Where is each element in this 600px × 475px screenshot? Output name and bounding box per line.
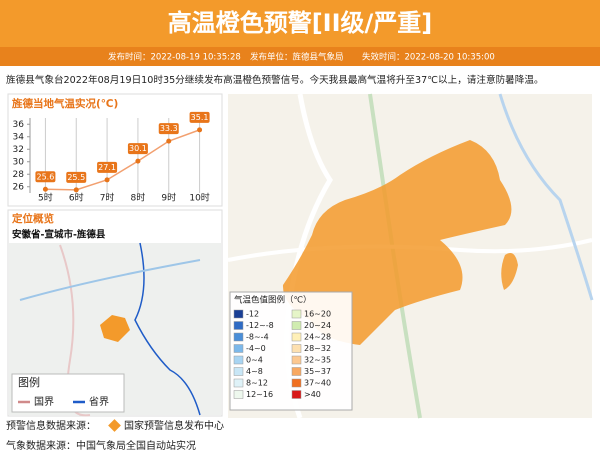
- x-tick-label: 8时: [131, 192, 146, 204]
- value-label-box: [97, 161, 118, 173]
- legend-label: 24~28: [304, 333, 331, 342]
- value-label-box: [158, 123, 179, 135]
- legend-label: -12: [246, 310, 259, 319]
- meta-band: [0, 47, 600, 66]
- legend-swatch: [291, 309, 302, 319]
- marker: [104, 177, 110, 183]
- temp-line: [45, 129, 200, 191]
- locator-place: 安徽省-宣城市-旌德县: [12, 229, 106, 241]
- y-tick-label: 26: [13, 182, 25, 192]
- marker: [166, 138, 172, 144]
- value-label: 27.1: [98, 163, 116, 172]
- legend-label: -4~0: [246, 344, 266, 353]
- title: 高温橙色预警[II级/严重]: [168, 9, 433, 37]
- legend-label: >40: [304, 390, 321, 399]
- legend-swatch: [291, 344, 302, 353]
- legend-label: 32~35: [304, 356, 331, 365]
- legend-swatch: [233, 332, 244, 342]
- legend-label: 12~16: [246, 390, 273, 399]
- y-tick-label: 36: [13, 120, 25, 130]
- value-label: 30.1: [129, 144, 147, 153]
- legend-label: 4~8: [246, 367, 263, 376]
- source-icon: [108, 419, 121, 432]
- value-label-box: [189, 111, 210, 123]
- legend-label: 20~24: [304, 321, 331, 330]
- value-label-box: [35, 171, 56, 183]
- x-tick-label: 6时: [69, 192, 84, 204]
- issue-time: 发布时间：2022-08-19 10:35:28: [108, 52, 241, 63]
- legend-swatch: [233, 367, 244, 376]
- legend-label: 16~20: [304, 310, 331, 319]
- legend-label: -8~-4: [246, 333, 269, 342]
- weather-source: 气象数据来源：中国气象局全国自动站实况: [6, 439, 196, 452]
- x-tick-label: 7时: [100, 192, 115, 204]
- value-label: 25.5: [67, 173, 85, 182]
- header-band: [0, 0, 600, 47]
- legend-label: 省界: [89, 395, 109, 408]
- value-label-box: [66, 171, 87, 183]
- legend-label: 37~40: [304, 379, 331, 388]
- legend-label: 8~12: [246, 379, 268, 388]
- x-tick-label: 9时: [161, 192, 176, 204]
- marker: [73, 187, 79, 193]
- legend-label: 35~37: [304, 367, 331, 376]
- locator-legend-title: 图例: [18, 375, 40, 389]
- x-tick-label: 5时: [38, 192, 53, 204]
- legend-swatch: [233, 309, 244, 319]
- legend-swatch: [291, 367, 302, 376]
- issuer: 发布单位：旌德县气象局: [250, 52, 344, 63]
- value-label: 35.1: [191, 113, 209, 122]
- chart-panel: [7, 93, 223, 207]
- y-tick-label: 34: [13, 132, 25, 142]
- message: 旌德县气象台2022年08月19日10时35分继续发布高温橙色预警信号。今天我县…: [6, 74, 544, 86]
- value-label: 33.3: [160, 124, 178, 133]
- legend-swatch: [291, 332, 302, 342]
- legend-label: 国界: [34, 396, 54, 408]
- legend-swatch: [291, 378, 302, 388]
- legend-label: 28~32: [304, 344, 331, 353]
- warning-source: 国家预警信息发布中心: [124, 419, 224, 432]
- chart-title: 旌德当地气温实况(℃): [11, 97, 118, 110]
- map-legend-box: [229, 291, 353, 411]
- legend-label: -12~-8: [246, 321, 274, 330]
- value-label-box: [127, 143, 148, 155]
- locator-title: 定位概览: [11, 212, 54, 225]
- legend-swatch: [291, 355, 302, 365]
- legend-swatch: [233, 378, 244, 388]
- expire-time: 失效时间：2022-08-20 10:35:00: [362, 52, 495, 63]
- legend-swatch: [233, 344, 244, 353]
- warning-source-label: 预警信息数据来源：: [6, 419, 96, 432]
- legend-label: 0~4: [246, 356, 263, 365]
- locator-legend-box: [11, 373, 125, 413]
- legend-swatch: [233, 390, 244, 399]
- marker: [42, 186, 48, 192]
- y-tick-label: 32: [13, 145, 24, 155]
- value-label: 25.6: [37, 172, 55, 181]
- y-tick-label: 30: [13, 157, 25, 167]
- map-legend-title: 气温色值图例（℃）: [234, 295, 312, 306]
- legend-swatch: [291, 321, 302, 330]
- y-tick-label: 28: [13, 170, 25, 180]
- legend-swatch: [233, 355, 244, 365]
- legend-swatch: [291, 390, 302, 399]
- marker: [197, 127, 203, 133]
- marker: [135, 158, 141, 164]
- main-map: [227, 93, 594, 419]
- x-tick-label: 10时: [189, 192, 209, 204]
- legend-swatch: [233, 321, 244, 330]
